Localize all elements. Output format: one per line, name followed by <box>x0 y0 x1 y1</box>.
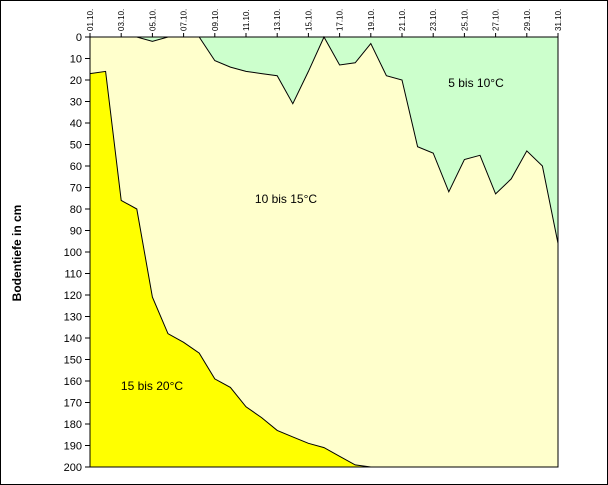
y-tick-label: 140 <box>64 333 82 345</box>
x-tick-label: 13.10. <box>273 9 282 31</box>
x-tick-label: 15.10. <box>304 9 313 31</box>
y-tick-label: 170 <box>64 398 82 410</box>
x-tick-label: 23.10. <box>429 9 438 31</box>
x-tick-label: 09.10. <box>211 9 220 31</box>
label-layer: 5 bis 10°C 10 bis 15°C 15 bis 20°C Boden… <box>10 76 504 393</box>
axis-layer: 0 10 20 30 40 50 60 70 80 90 100 110 120 130 140 150 160… <box>64 9 563 474</box>
y-tick-label: 90 <box>70 226 82 238</box>
y-axis-title: Bodentiefe in cm <box>10 205 24 302</box>
band-5-10 <box>90 37 558 244</box>
x-tick-label: 21.10. <box>398 9 407 31</box>
y-tick-label: 50 <box>70 140 82 152</box>
y-tick-label: 30 <box>70 97 82 109</box>
y-tick-label: 150 <box>64 355 82 367</box>
x-tick-label: 25.10. <box>460 9 469 31</box>
y-tick-label: 180 <box>64 419 82 431</box>
band-layer <box>90 37 558 468</box>
y-tick-label: 100 <box>64 247 82 259</box>
isotherm-15-line <box>89 70 371 468</box>
y-tick-label: 60 <box>70 161 82 173</box>
region-label-5-10: 5 bis 10°C <box>448 76 504 90</box>
band-15-20 <box>90 71 371 468</box>
x-tick-label: 27.10. <box>492 9 501 31</box>
x-tick-label: 03.10. <box>117 9 126 31</box>
x-tick-label: 11.10. <box>242 9 251 31</box>
x-tick-label: 07.10. <box>180 9 189 31</box>
y-tick-label: 190 <box>64 441 82 453</box>
y-tick-label: 130 <box>64 312 82 324</box>
y-tick-label: 20 <box>70 75 82 87</box>
x-tick-label: 17.10. <box>336 9 345 31</box>
y-tick-label: 40 <box>70 118 82 130</box>
y-tick-label: 110 <box>64 269 82 281</box>
y-tick-label: 10 <box>70 54 82 66</box>
x-tick-label: 05.10. <box>148 9 157 31</box>
x-tick-label: 31.10. <box>554 9 563 31</box>
y-tick-label: 0 <box>76 32 82 44</box>
region-label-10-15: 10 bis 15°C <box>255 192 318 206</box>
y-tick-label: 200 <box>64 462 82 474</box>
x-tick-label: 01.10. <box>86 9 95 31</box>
region-label-15-20: 15 bis 20°C <box>121 379 184 393</box>
x-tick-label: 29.10. <box>523 9 532 31</box>
y-tick-label: 160 <box>64 376 82 388</box>
y-tick-label: 120 <box>64 290 82 302</box>
y-tick-label: 80 <box>70 204 82 216</box>
y-tick-label: 70 <box>70 183 82 195</box>
x-tick-label: 19.10. <box>367 9 376 31</box>
